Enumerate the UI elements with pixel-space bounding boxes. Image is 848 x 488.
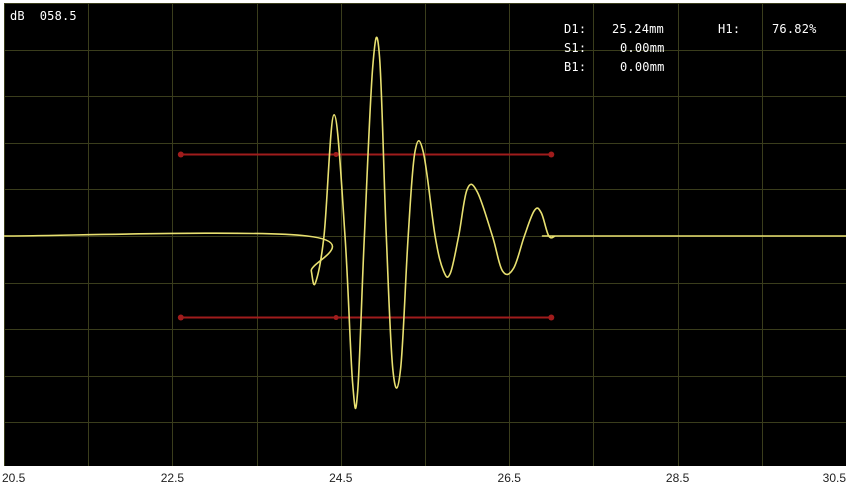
gate-marker xyxy=(333,151,339,157)
x-tick-label: 20.5 xyxy=(2,471,26,485)
x-tick-label: 24.5 xyxy=(329,471,353,485)
readout-value: 0.00mm xyxy=(620,41,665,55)
a-scan-chart xyxy=(4,3,846,466)
gates xyxy=(177,151,555,321)
gate-start-handle[interactable] xyxy=(177,314,184,321)
readout-h1: H1: 76.82% xyxy=(718,22,817,36)
db-value: 058.5 xyxy=(39,9,77,23)
readout-value: 0.00mm xyxy=(620,60,665,74)
db-readout: dB 058.5 xyxy=(10,9,77,23)
h1-label: H1: xyxy=(718,22,741,36)
readout-s1: S1: 0.00mm xyxy=(564,41,665,60)
readout-label: S1: xyxy=(564,41,587,55)
readout-label: B1: xyxy=(564,60,587,74)
readout-b1: B1: 0.00mm xyxy=(564,60,665,79)
gate-start-handle[interactable] xyxy=(177,151,184,158)
x-tick-label: 30.5 xyxy=(823,471,847,485)
a-scan-display: dB 058.5 D1: 25.24mm S1: 0.00mm B1: 0.00… xyxy=(4,3,846,466)
gate-marker xyxy=(333,315,339,321)
x-tick-label: 28.5 xyxy=(666,471,690,485)
grid xyxy=(4,3,846,466)
readout-d1: D1: 25.24mm xyxy=(564,22,665,41)
gate-end-handle[interactable] xyxy=(548,314,555,321)
x-axis: 20.5 22.5 24.5 26.5 28.5 30.5 xyxy=(2,471,847,485)
waveform-line xyxy=(4,36,846,409)
h1-value: 76.82% xyxy=(772,22,817,36)
gate-end-handle[interactable] xyxy=(548,151,555,158)
x-tick-label: 22.5 xyxy=(161,471,185,485)
readout-value: 25.24mm xyxy=(612,22,664,36)
db-label: dB xyxy=(10,9,25,23)
readout-label: D1: xyxy=(564,22,587,36)
x-tick-label: 26.5 xyxy=(498,471,522,485)
measurement-readouts: D1: 25.24mm S1: 0.00mm B1: 0.00mm xyxy=(564,22,665,79)
